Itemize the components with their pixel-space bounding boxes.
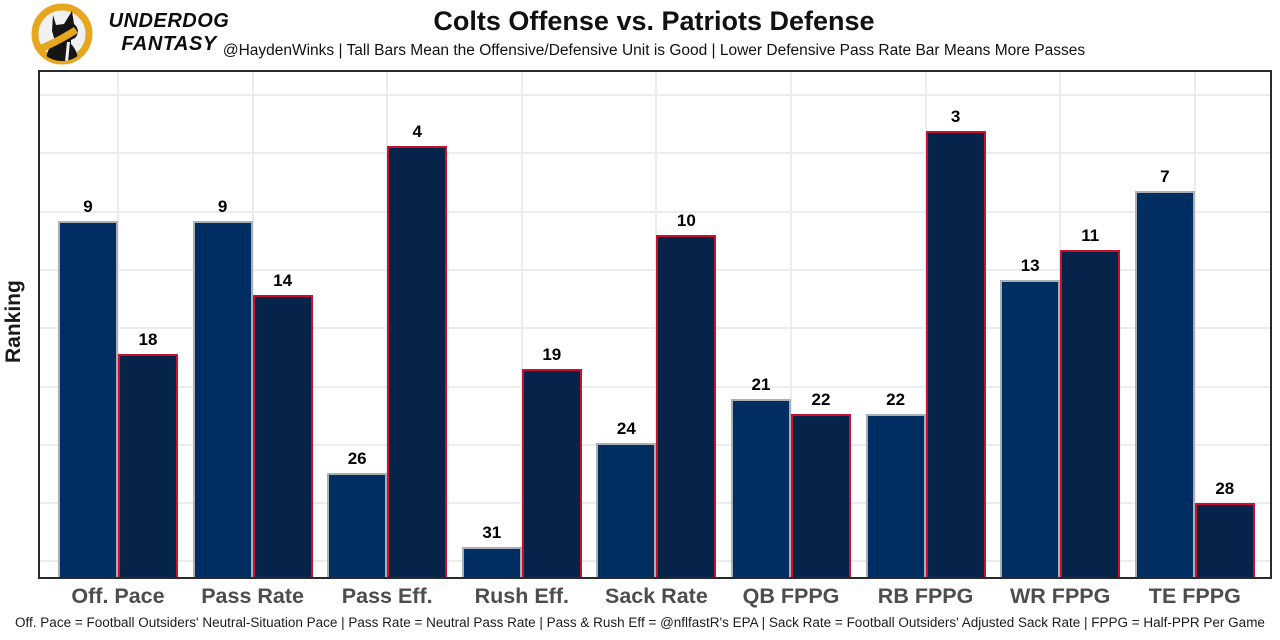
chart-subtitle: @HaydenWinks | Tall Bars Mean the Offens… [222,42,1086,59]
bar-offense-sack-rate [596,443,657,577]
bar-defense-pass-rate [252,295,313,577]
bar-value-label: 22 [811,390,831,409]
bar-defense-te-fppg [1194,503,1255,577]
gridline-horizontal [40,210,1270,213]
bar-defense-pass-eff- [387,146,448,577]
x-tick-label-rb-fppg: RB FPPG [877,584,974,608]
gridline-vertical [117,72,119,577]
bar-value-label: 18 [138,330,158,349]
bar-value-label: 14 [273,271,293,290]
bar-value-label: 3 [950,107,961,126]
bar-offense-rb-fppg [865,414,926,577]
bar-value-label: 9 [217,197,228,216]
bar-value-label: 26 [347,449,367,468]
bar-value-label: 28 [1215,479,1235,498]
bar-defense-qb-fppg [791,414,851,577]
plot-area: 9 18 9 14 26 4 31 19 24 10 21 22 22 3 13 11 7 28 [38,70,1272,579]
bar-value-label: 7 [1160,167,1170,186]
bar-offense-pass-eff- [327,473,388,577]
x-tick-label-rush-eff-: Rush Eff. [474,584,569,608]
bar-value-label: 9 [83,197,93,216]
gridline-horizontal [40,94,1270,96]
gridline-horizontal [40,152,1270,155]
brand-line1: UNDERDOG [108,10,230,32]
gridline-vertical [1193,72,1196,577]
bar-value-label: 21 [751,375,771,394]
gridline-horizontal [40,268,1270,271]
bar-value-label: 24 [616,419,636,438]
bar-offense-pass-rate [192,221,253,577]
underdog-logo [22,2,102,66]
bar-defense-wr-fppg [1060,250,1121,577]
brand-wordmark: UNDERDOG FANTASY [104,10,234,56]
x-tick-label-wr-fppg: WR FPPG [1010,584,1111,608]
bar-offense-rush-eff- [461,547,522,577]
bar-defense-off-pace [118,354,178,577]
bar-value-label: 31 [482,523,502,542]
x-tick-label-te-fppg: TE FPPG [1148,584,1241,608]
bar-offense-wr-fppg [1000,280,1061,577]
bar-offense-te-fppg [1134,191,1195,577]
bar-value-label: 11 [1081,226,1100,245]
x-tick-label-pass-eff-: Pass Eff. [341,584,433,608]
chart-title: Colts Offense vs. Patriots Defense [433,6,875,36]
brand-line2: FANTASY [121,33,217,55]
bar-value-label: 19 [542,345,562,364]
x-tick-label-sack-rate: Sack Rate [604,584,708,608]
bar-value-label: 10 [676,211,696,230]
bar-value-label: 4 [412,122,422,141]
x-tick-label-off-pace: Off. Pace [71,584,165,608]
bar-value-label: 22 [886,390,906,409]
bar-offense-qb-fppg [731,399,791,577]
bar-defense-rush-eff- [521,369,582,577]
y-axis-label: Ranking [2,280,25,364]
bar-value-label: 13 [1020,256,1040,275]
x-tick-label-qb-fppg: QB FPPG [742,584,840,608]
x-tick-label-pass-rate: Pass Rate [201,584,304,608]
gridline-horizontal [40,385,1270,388]
bar-offense-off-pace [58,221,118,577]
bar-defense-rb-fppg [925,131,986,577]
gridline-vertical [520,72,523,577]
gridline-vertical [790,72,792,577]
underdog-dog-icon [31,3,93,65]
footer-note: Off. Pace = Football Outsiders' Neutral-… [15,615,1265,630]
gridline-horizontal [40,327,1270,330]
bar-defense-sack-rate [656,235,717,577]
